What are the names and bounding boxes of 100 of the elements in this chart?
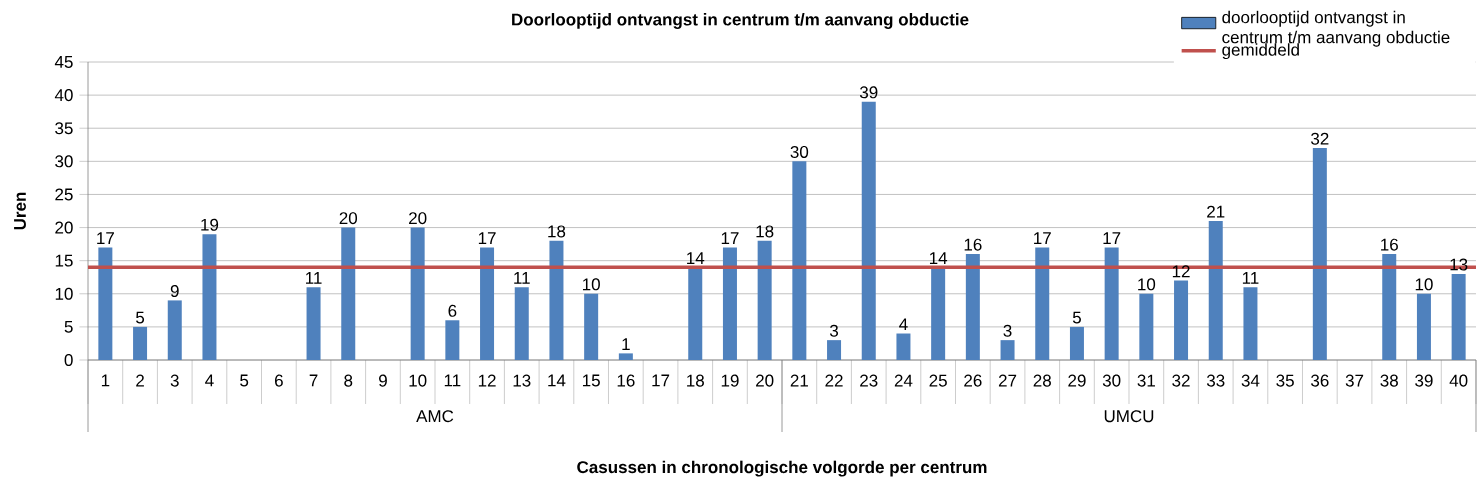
bar: [1104, 247, 1119, 360]
bar: [1000, 340, 1015, 360]
bar: [792, 161, 807, 360]
data-label: 30: [790, 145, 809, 158]
x-tick-label: 34: [1241, 374, 1260, 387]
bar: [827, 340, 842, 360]
chart-title: Doorlooptijd ontvangst in centrum t/m aanvang obductie: [512, 13, 969, 29]
x-tick-label: 15: [582, 374, 600, 387]
data-label: 18: [756, 225, 774, 238]
x-tick-label: 3: [170, 374, 179, 387]
bar: [1035, 247, 1050, 360]
bar: [410, 227, 425, 360]
x-tick-label: 32: [1172, 374, 1190, 387]
data-label: 16: [964, 238, 982, 251]
x-tick-label: 37: [1345, 374, 1364, 387]
data-label: 11: [514, 272, 530, 284]
data-label: 17: [721, 232, 739, 245]
y-tick-label: 40: [54, 89, 73, 102]
bar: [1382, 254, 1397, 360]
data-label: 3: [829, 324, 839, 337]
x-tick-label: 40: [1449, 374, 1468, 387]
data-label: 39: [859, 86, 878, 99]
bar: [1208, 220, 1223, 360]
bar: [861, 101, 876, 360]
data-label: 17: [1103, 232, 1121, 245]
bar: [757, 240, 772, 360]
data-label: 14: [929, 252, 948, 264]
bar: [1312, 148, 1327, 360]
bar: [931, 267, 946, 360]
bar: [1069, 326, 1084, 360]
data-label: 10: [1138, 278, 1156, 291]
y-tick-label: 25: [55, 188, 73, 201]
x-tick-label: 16: [617, 374, 635, 387]
data-label: 9: [170, 284, 179, 297]
bar: [98, 247, 113, 360]
data-label: 14: [687, 252, 705, 264]
x-tick-label: 9: [379, 374, 387, 387]
x-tick-label: 5: [240, 374, 249, 387]
x-tick-label: 35: [1276, 374, 1294, 387]
bar: [618, 353, 633, 360]
text: AMC: [416, 410, 454, 423]
bar: [965, 254, 980, 360]
data-label: 5: [1072, 311, 1081, 324]
data-label: 5: [136, 311, 145, 324]
bar: [1243, 287, 1258, 360]
data-label: 17: [97, 232, 114, 245]
data-label: 10: [1415, 278, 1433, 291]
x-tick-label: 2: [136, 374, 144, 387]
bar: [896, 333, 911, 360]
data-label: 19: [201, 218, 219, 231]
data-label: 17: [478, 232, 496, 245]
data-label: 16: [1381, 238, 1398, 251]
y-tick-label: 10: [55, 287, 73, 300]
data-label: 18: [548, 225, 566, 238]
bar: [1416, 293, 1431, 360]
x-tick-label: 31: [1137, 374, 1155, 387]
bar: [341, 227, 356, 360]
x-tick-label: 8: [344, 374, 353, 387]
bar: [722, 247, 737, 360]
x-tick-label: 11: [444, 374, 461, 387]
x-tick-label: 27: [998, 374, 1017, 387]
data-label: 32: [1311, 132, 1329, 145]
bar: [514, 287, 529, 360]
x-tick-label: 26: [964, 374, 982, 387]
bar: [1139, 293, 1154, 360]
text: UMCU: [1104, 410, 1154, 423]
x-tick-label: 19: [721, 374, 739, 387]
x-tick-label: 39: [1415, 374, 1433, 387]
x-tick-label: 38: [1380, 374, 1398, 387]
x-tick-label: 22: [825, 374, 843, 387]
y-tick-label: 30: [55, 155, 73, 168]
y-tick-label: 35: [55, 122, 73, 135]
bar: [1174, 280, 1189, 360]
x-tick-label: 33: [1206, 374, 1225, 387]
data-label: 10: [582, 278, 600, 291]
x-tick-label: 24: [894, 374, 913, 387]
x-tick-label: 30: [1102, 374, 1121, 387]
x-tick-label: 29: [1068, 374, 1086, 387]
bar: [445, 320, 460, 360]
bar: [549, 240, 564, 360]
y-tick-label: 20: [55, 221, 73, 234]
bar: [688, 267, 703, 360]
y-tick-label: 15: [55, 254, 73, 267]
x-tick-label: 28: [1033, 374, 1051, 387]
y-tick-label: 45: [54, 56, 73, 68]
data-label: 11: [306, 272, 322, 284]
data-label: 11: [1242, 272, 1259, 284]
x-tick-label: 23: [860, 374, 878, 387]
x-tick-label: 7: [309, 374, 318, 387]
bar: [167, 300, 182, 360]
x-tick-label: 17: [652, 374, 670, 387]
data-label: 1: [622, 338, 630, 350]
y-tick-label: 0: [64, 354, 73, 367]
bar: [306, 287, 321, 360]
data-label: 20: [409, 212, 427, 225]
data-label: 17: [1034, 232, 1051, 245]
x-tick-label: 12: [478, 374, 496, 387]
x-tick-label: 4: [205, 374, 214, 387]
x-tick-label: 10: [409, 374, 427, 387]
x-tick-label: 18: [687, 374, 704, 387]
